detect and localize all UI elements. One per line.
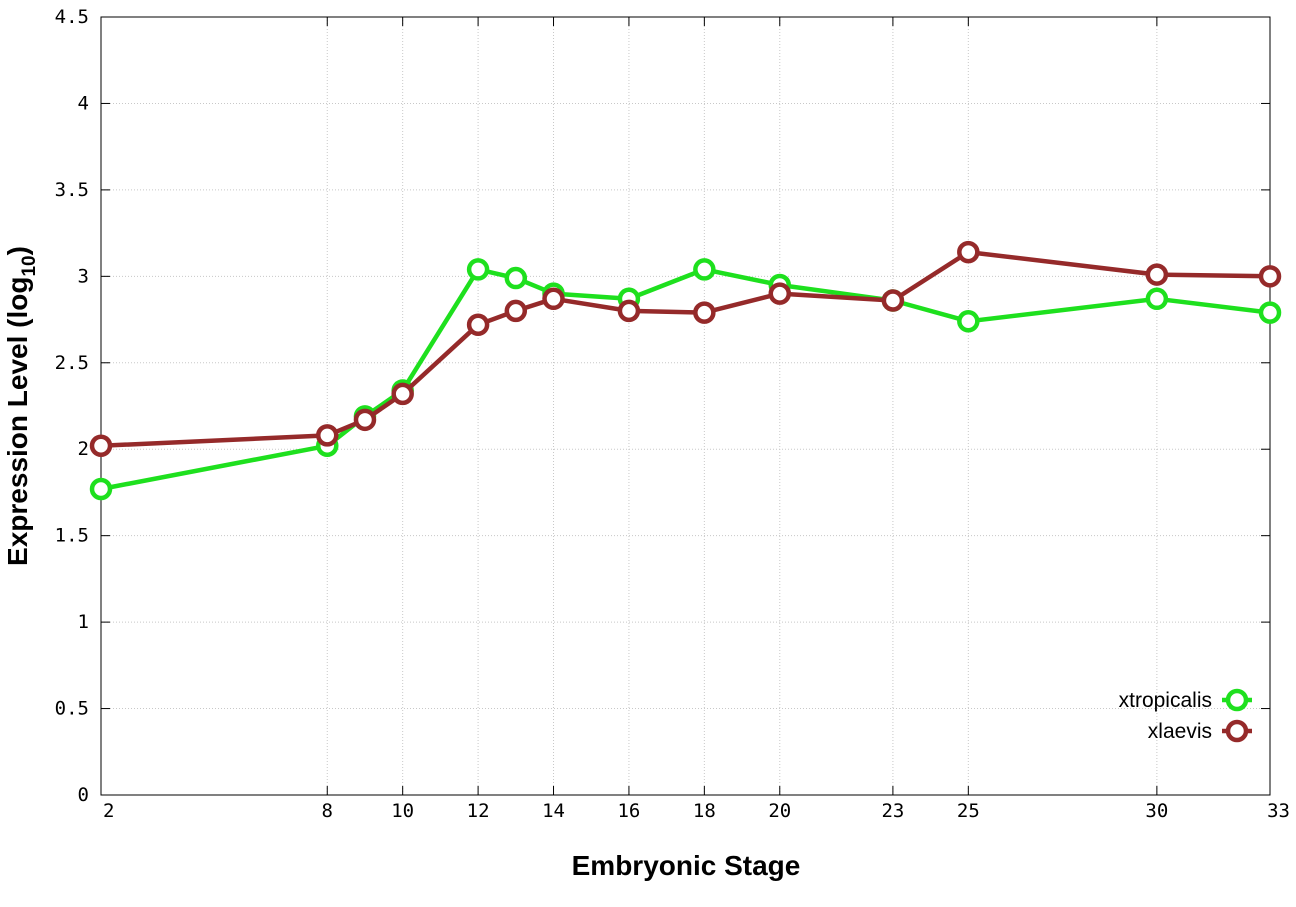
data-point-xtropicalis — [693, 258, 716, 281]
x-tick-label: 12 — [467, 800, 490, 822]
legend-label-xtropicalis: xtropicalis — [1119, 689, 1212, 712]
y-tick-label: 3 — [78, 265, 89, 287]
data-point-xtropicalis — [957, 310, 980, 333]
x-tick-label: 30 — [1145, 800, 1168, 822]
axes: 0 0.5 1 1.5 2 2.5 3 3.5 4 4.5 2 8 10 12 14 16 18 20 23 25 30… — [55, 6, 1290, 822]
x-tick-label: 25 — [957, 800, 980, 822]
y-tick-label: 0 — [78, 784, 89, 806]
x-axis-title: Embryonic Stage — [572, 850, 801, 881]
data-point-xtropicalis — [466, 258, 490, 281]
data-point-xlaevis — [466, 313, 490, 336]
data-point-xlaevis — [768, 282, 792, 305]
legend-marker-xlaevis — [1225, 719, 1249, 743]
plot-border — [100, 16, 1271, 796]
x-tick-label: 23 — [881, 800, 904, 822]
y-axis-title-suffix: ) — [2, 246, 33, 255]
data-point-xtropicalis — [504, 266, 528, 290]
data-point-xlaevis — [1145, 263, 1169, 286]
series-xlaevis — [89, 240, 1282, 458]
data-point-xlaevis — [504, 299, 528, 323]
data-point-xlaevis — [391, 382, 414, 406]
y-tick-label: 2 — [78, 438, 89, 460]
series-line-xlaevis — [100, 249, 1271, 449]
legend: xtropicalis xlaevis — [1119, 688, 1252, 743]
y-axis-title-subscript: 10 — [19, 255, 40, 276]
data-point-xlaevis — [881, 289, 905, 312]
legend-label-xlaevis: xlaevis — [1148, 720, 1212, 743]
data-point-xlaevis — [316, 424, 339, 447]
data-point-xlaevis — [353, 408, 377, 432]
x-tick-label: 20 — [768, 800, 791, 822]
x-tick-label: 14 — [542, 800, 565, 822]
legend-marker-xtropicalis — [1225, 688, 1249, 712]
data-point-xlaevis — [617, 299, 641, 323]
series-xtropicalis — [89, 258, 1282, 501]
x-tick-label: 18 — [693, 800, 716, 822]
data-point-xlaevis — [542, 287, 565, 311]
y-tick-label: 1 — [78, 611, 89, 633]
data-point-xlaevis — [89, 434, 113, 458]
grid — [101, 17, 1270, 795]
y-axis-title: Expression Level (log10) — [2, 246, 40, 566]
y-tick-label: 4.5 — [55, 6, 89, 28]
x-tick-label: 33 — [1267, 800, 1290, 822]
x-tick-label: 8 — [322, 800, 333, 822]
data-point-xlaevis — [693, 301, 716, 324]
x-tick-label: 10 — [391, 800, 414, 822]
data-point-xlaevis — [1258, 265, 1282, 288]
data-point-xlaevis — [957, 240, 980, 264]
x-tick-label: 2 — [103, 800, 114, 822]
y-tick-label: 2.5 — [55, 352, 89, 374]
data-point-xtropicalis — [1145, 287, 1169, 311]
x-tick-label: 16 — [617, 800, 640, 822]
y-tick-label: 1.5 — [55, 525, 89, 547]
series-layer — [89, 240, 1282, 501]
data-point-xtropicalis — [89, 477, 113, 501]
data-point-xtropicalis — [1258, 301, 1282, 324]
series-line-xtropicalis — [100, 267, 1271, 492]
y-tick-label: 4 — [78, 92, 89, 114]
y-axis-title-main: Expression Level (log — [2, 277, 33, 566]
y-tick-label: 0.5 — [55, 698, 89, 720]
y-tick-label: 3.5 — [55, 179, 89, 201]
